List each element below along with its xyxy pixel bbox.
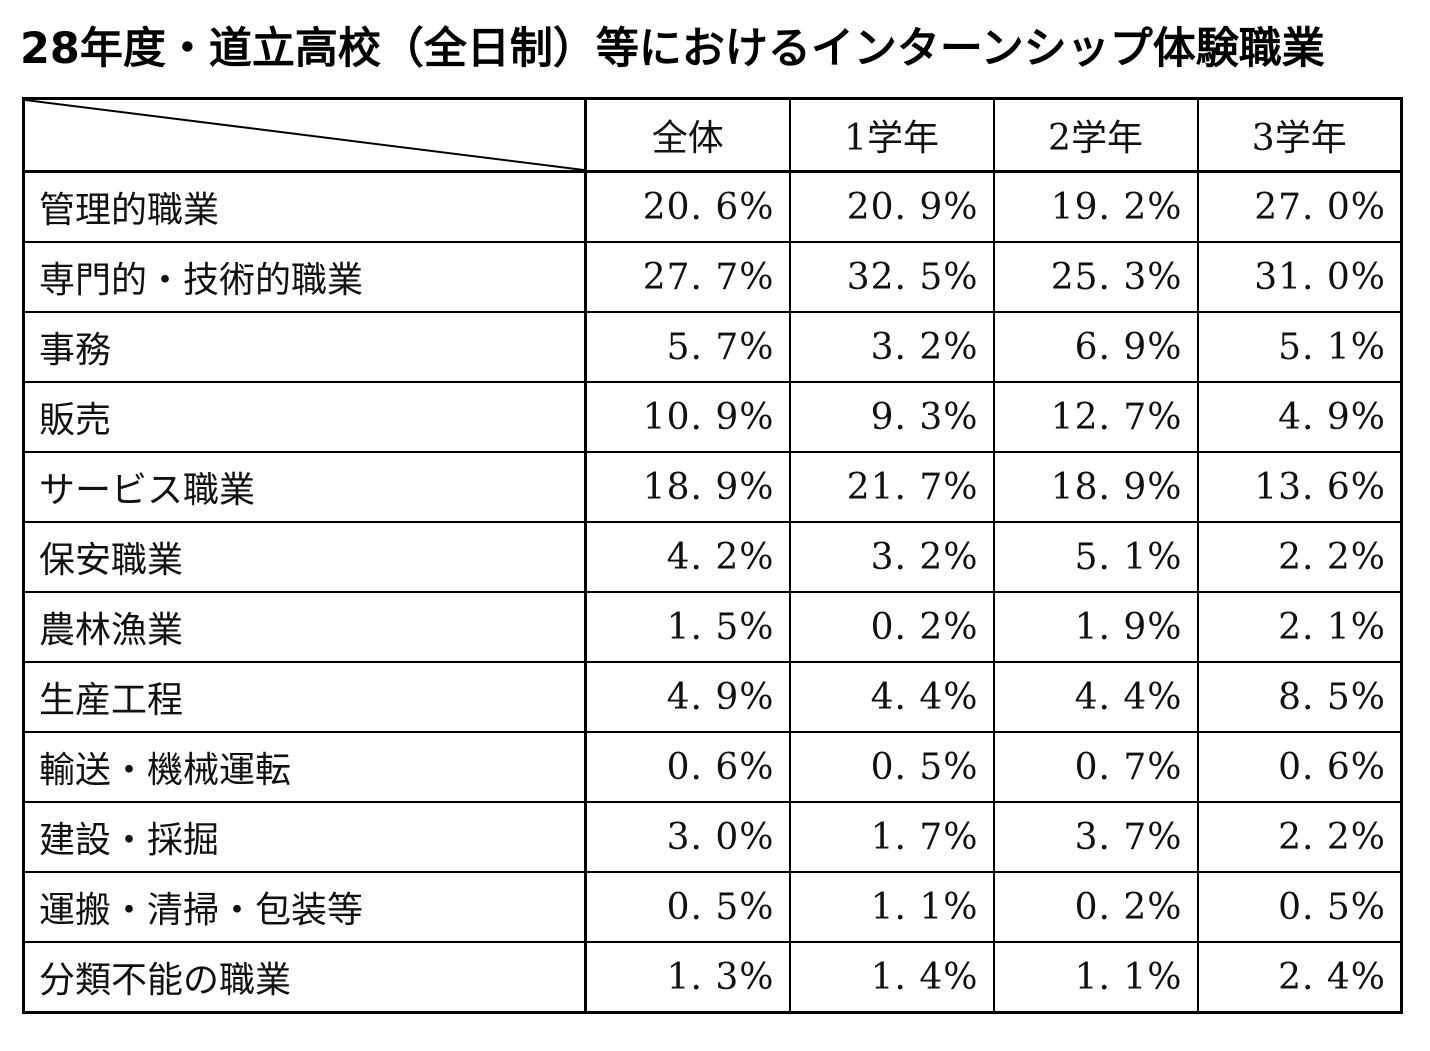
value-grade-1: 1. 4% <box>788 941 995 1014</box>
row-label: 専門的・技術的職業 <box>22 241 587 313</box>
value-grade-2: 1. 9% <box>992 591 1199 663</box>
table-row: 農林漁業 1. 5% 0. 2% 1. 9% 2. 1% <box>22 591 1403 663</box>
value-total: 18. 9% <box>584 451 791 523</box>
row-label: 保安職業 <box>22 521 587 593</box>
value-grade-3: 8. 5% <box>1196 661 1403 733</box>
value-grade-2: 4. 4% <box>992 661 1199 733</box>
row-label: 建設・採掘 <box>22 801 587 873</box>
row-label: 農林漁業 <box>22 591 587 663</box>
value-grade-3: 5. 1% <box>1196 311 1403 383</box>
value-grade-1: 21. 7% <box>788 451 995 523</box>
table-body: 管理的職業 20. 6% 20. 9% 19. 2% 27. 0% 専門的・技術… <box>22 170 1403 1014</box>
value-grade-1: 1. 7% <box>788 801 995 873</box>
value-grade-1: 3. 2% <box>788 521 995 593</box>
row-label: 分類不能の職業 <box>22 941 587 1014</box>
table-row: 事務 5. 7% 3. 2% 6. 9% 5. 1% <box>22 311 1403 383</box>
value-grade-2: 0. 2% <box>992 871 1199 943</box>
value-total: 20. 6% <box>584 170 791 243</box>
value-total: 10. 9% <box>584 381 791 453</box>
table-row: 輸送・機械運転 0. 6% 0. 5% 0. 7% 0. 6% <box>22 731 1403 803</box>
value-total: 0. 5% <box>584 871 791 943</box>
value-total: 4. 9% <box>584 661 791 733</box>
table-row: 保安職業 4. 2% 3. 2% 5. 1% 2. 2% <box>22 521 1403 593</box>
value-grade-2: 12. 7% <box>992 381 1199 453</box>
value-total: 27. 7% <box>584 241 791 313</box>
value-grade-3: 2. 4% <box>1196 941 1403 1014</box>
value-total: 4. 2% <box>584 521 791 593</box>
column-header-grade-3: 3学年 <box>1196 97 1403 173</box>
value-grade-3: 2. 2% <box>1196 801 1403 873</box>
value-grade-3: 31. 0% <box>1196 241 1403 313</box>
value-total: 5. 7% <box>584 311 791 383</box>
page-title: 28年度・道立高校（全日制）等におけるインターンシップ体験職業 <box>20 24 1325 74</box>
internship-occupation-table: 全体 1学年 2学年 3学年 管理的職業 20. 6% 20. 9% 19. 2… <box>22 97 1403 1014</box>
value-grade-2: 1. 1% <box>992 941 1199 1014</box>
value-grade-3: 0. 5% <box>1196 871 1403 943</box>
row-label: 管理的職業 <box>22 170 587 243</box>
value-grade-1: 0. 2% <box>788 591 995 663</box>
table-header: 全体 1学年 2学年 3学年 <box>22 97 1403 173</box>
table-row: 販売 10. 9% 9. 3% 12. 7% 4. 9% <box>22 381 1403 453</box>
table-row: 分類不能の職業 1. 3% 1. 4% 1. 1% 2. 4% <box>22 941 1403 1014</box>
value-total: 1. 3% <box>584 941 791 1014</box>
value-grade-1: 20. 9% <box>788 170 995 243</box>
value-grade-3: 13. 6% <box>1196 451 1403 523</box>
row-label: 輸送・機械運転 <box>22 731 587 803</box>
value-grade-2: 18. 9% <box>992 451 1199 523</box>
value-grade-3: 2. 2% <box>1196 521 1403 593</box>
value-grade-1: 3. 2% <box>788 311 995 383</box>
value-grade-1: 1. 1% <box>788 871 995 943</box>
value-grade-1: 4. 4% <box>788 661 995 733</box>
row-label: 販売 <box>22 381 587 453</box>
table-row: サービス職業 18. 9% 21. 7% 18. 9% 13. 6% <box>22 451 1403 523</box>
value-grade-3: 4. 9% <box>1196 381 1403 453</box>
value-total: 1. 5% <box>584 591 791 663</box>
value-grade-1: 32. 5% <box>788 241 995 313</box>
table-row: 専門的・技術的職業 27. 7% 32. 5% 25. 3% 31. 0% <box>22 241 1403 313</box>
header-row: 全体 1学年 2学年 3学年 <box>22 97 1403 173</box>
table-row: 管理的職業 20. 6% 20. 9% 19. 2% 27. 0% <box>22 170 1403 243</box>
table-row: 建設・採掘 3. 0% 1. 7% 3. 7% 2. 2% <box>22 801 1403 873</box>
row-label: 事務 <box>22 311 587 383</box>
row-label: 運搬・清掃・包装等 <box>22 871 587 943</box>
row-label: サービス職業 <box>22 451 587 523</box>
value-grade-1: 9. 3% <box>788 381 995 453</box>
table-row: 生産工程 4. 9% 4. 4% 4. 4% 8. 5% <box>22 661 1403 733</box>
value-grade-2: 6. 9% <box>992 311 1199 383</box>
table-row: 運搬・清掃・包装等 0. 5% 1. 1% 0. 2% 0. 5% <box>22 871 1403 943</box>
value-grade-2: 3. 7% <box>992 801 1199 873</box>
value-grade-3: 0. 6% <box>1196 731 1403 803</box>
corner-cell <box>22 97 587 173</box>
value-total: 0. 6% <box>584 731 791 803</box>
column-header-grade-2: 2学年 <box>992 97 1199 173</box>
value-grade-2: 19. 2% <box>992 170 1199 243</box>
column-header-total: 全体 <box>584 97 791 173</box>
diagonal-divider <box>25 100 584 170</box>
row-label: 生産工程 <box>22 661 587 733</box>
value-grade-2: 0. 7% <box>992 731 1199 803</box>
value-grade-2: 5. 1% <box>992 521 1199 593</box>
column-header-grade-1: 1学年 <box>788 97 995 173</box>
value-grade-3: 2. 1% <box>1196 591 1403 663</box>
value-grade-3: 27. 0% <box>1196 170 1403 243</box>
value-total: 3. 0% <box>584 801 791 873</box>
value-grade-1: 0. 5% <box>788 731 995 803</box>
value-grade-2: 25. 3% <box>992 241 1199 313</box>
